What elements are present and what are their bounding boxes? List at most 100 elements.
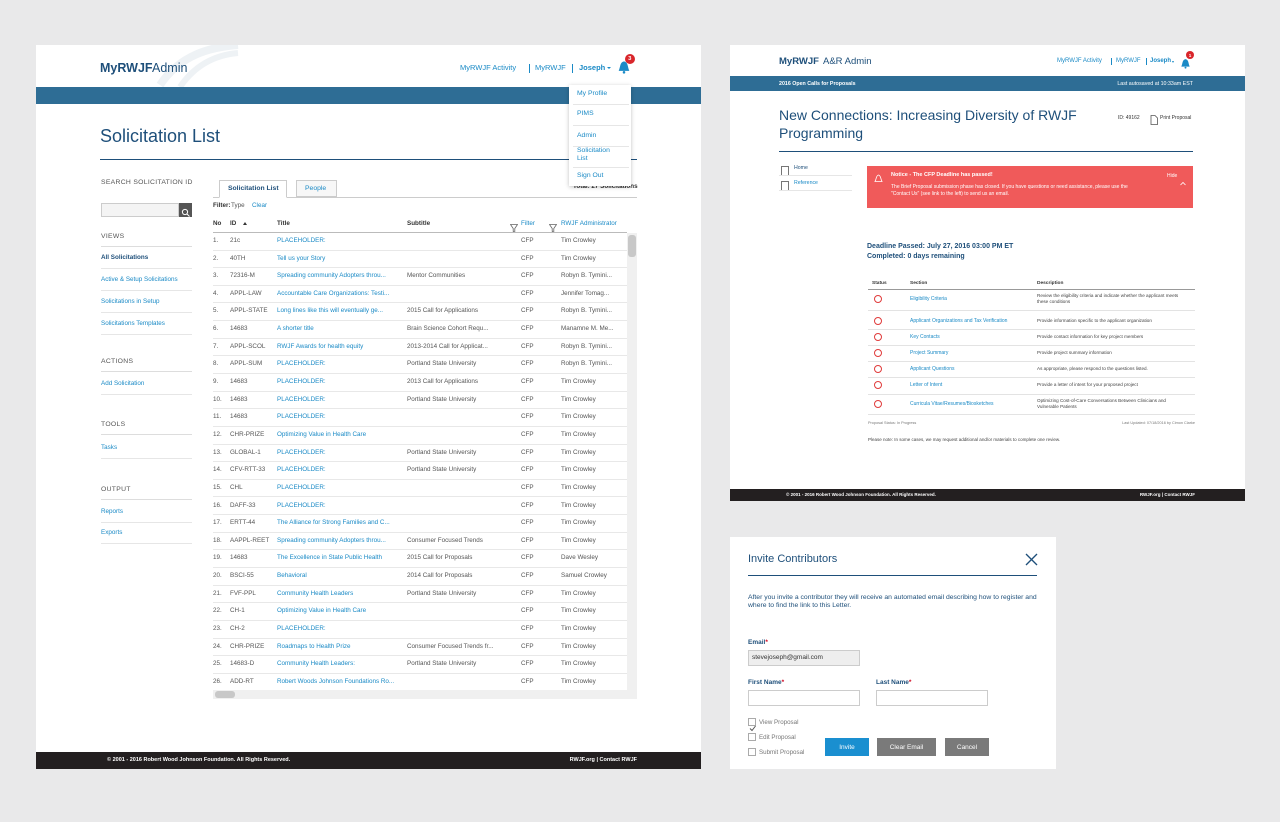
row-rule [213,302,627,304]
first-name-input[interactable] [748,690,860,706]
sidebar-link[interactable]: Active & Setup Solicitations [101,275,178,283]
row-title-link[interactable]: Robert Woods Johnson Foundations Ro... [277,677,395,685]
menu-item[interactable]: Admin [577,131,597,139]
row-title-link[interactable]: PLACEHOLDER: [277,466,326,474]
user-menu[interactable]: Joseph [579,63,606,73]
row-title-link[interactable]: PLACEHOLDER: [277,395,326,403]
row-title-link[interactable]: The Alliance for Strong Families and C..… [277,519,390,527]
row-title-link[interactable]: PLACEHOLDER: [277,360,326,368]
row-title-link[interactable]: Spreading community Adopters throu... [277,536,386,544]
cell: Robyn B. Tymini... [561,342,612,350]
row-title-link[interactable]: Spreading community Adopters throu... [277,272,386,280]
cell: CFP [521,325,534,333]
row-title-link[interactable]: PLACEHOLDER: [277,624,326,632]
sidebar-link[interactable]: All Solicitations [101,253,149,261]
row-title-link[interactable]: PLACEHOLDER: [277,501,326,509]
dropdown-menu [569,85,631,186]
checkbox[interactable] [748,733,756,741]
row-title-link[interactable]: RWJF Awards for health equity [277,342,364,350]
sidebar-link[interactable]: Solicitations in Setup [101,297,160,305]
section-link[interactable]: Eligibility Criteria [910,295,947,302]
nav-link[interactable]: MyRWJF [535,63,566,73]
nav-link[interactable]: MyRWJF [1116,58,1141,65]
row-title-link[interactable]: Tell us your Story [277,254,326,262]
section-link[interactable]: Letter of Intent [910,381,943,388]
row-title-link[interactable]: Optimizing Value in Health Care [277,607,367,615]
menu-item[interactable]: PIMS [577,109,594,117]
menu-item[interactable]: My Profile [577,89,608,97]
row-title-link[interactable]: PLACEHOLDER: [277,378,326,386]
nav-link[interactable]: MyRWJF Activity [1057,58,1102,65]
column-header[interactable]: Subtitle [407,219,431,227]
row-title-link[interactable]: Roadmaps to Health Prize [277,642,351,650]
cell: FVF-PPL [230,589,256,597]
page-title: Solicitation List [100,126,221,147]
row-title-link[interactable]: A shorter title [277,325,314,333]
menu-rule [573,146,629,147]
footer-links[interactable]: RWJF.org | Contact RWJF [1139,492,1195,498]
row-title-link[interactable]: PLACEHOLDER: [277,483,326,491]
section-link[interactable]: Applicant Questions [910,365,955,372]
scrollbar-thumb [215,691,235,698]
button[interactable]: Invite [825,738,869,756]
sidebar-link[interactable]: Reference [794,179,818,186]
row-title-link[interactable]: PLACEHOLDER: [277,448,326,456]
footer-links[interactable]: RWJF.org | Contact RWJF [569,757,637,764]
cell: APPL-STATE [230,307,268,315]
section-link[interactable]: Curricula Vitae/Resumes/Biosketches [910,400,994,407]
column-header[interactable]: Filter [521,219,535,227]
column-header[interactable]: Title [277,219,290,227]
cell: CFP [521,624,534,632]
row-title-link[interactable]: Accountable Care Organizations: Testi... [277,289,390,297]
row-title-link[interactable]: Community Health Leaders [277,589,354,597]
row-title-link[interactable]: Community Health Leaders: [277,660,356,668]
row-title-link[interactable]: Behavioral [277,572,307,580]
row-rule [213,637,627,639]
checkbox[interactable] [748,748,756,756]
cell: ERTT-44 [230,519,256,527]
filter-clear[interactable]: Clear [252,201,268,209]
column-header[interactable]: ID [230,219,237,227]
print-icon [1150,112,1158,125]
section-link[interactable]: Project Summary [910,349,949,356]
cell: Robyn B. Tymini... [561,307,612,315]
sidebar-link[interactable]: Home [794,164,808,171]
column-header[interactable]: RWJF Administrator [561,219,617,227]
checkbox[interactable] [748,718,756,726]
print-link[interactable]: Print Proposal [1160,114,1192,121]
search-input[interactable] [101,203,179,217]
cell: 7. [213,342,219,350]
cell: DAFF-33 [230,501,256,509]
sidebar-link[interactable]: Solicitations Templates [101,319,165,327]
cell: 2013 Call for Applications [407,378,479,386]
row-title-link[interactable]: Optimizing Value in Health Care [277,430,367,438]
tab-label[interactable]: People [305,184,327,192]
button[interactable]: Clear Email [877,738,936,756]
close-button[interactable] [1025,553,1038,566]
row-title-link[interactable]: PLACEHOLDER: [277,413,326,421]
button[interactable]: Cancel [945,738,989,756]
notice-hide[interactable]: Hide [1167,172,1178,179]
cell: 10. [213,395,222,403]
section-link[interactable]: Key Contacts [910,333,940,340]
user-menu[interactable]: Joseph [1150,58,1172,65]
sidebar-link[interactable]: Reports [101,507,124,515]
sidebar-link[interactable]: Tasks [101,443,118,451]
row-title-link[interactable]: The Excellence in State Public Health [277,554,383,562]
menu-item[interactable]: Sign Out [577,171,604,179]
column-header: Description [1037,280,1064,286]
sidebar-link[interactable]: Add Solicitation [101,379,145,387]
row-title-link[interactable]: Long lines like this will eventually ge.… [277,307,384,315]
nav-link[interactable]: MyRWJF Activity [460,63,517,73]
section-link[interactable]: Applicant Organizations and Tax Verifica… [910,317,1008,324]
last-name-input[interactable] [876,690,988,706]
sidebar-link[interactable]: Exports [101,528,123,536]
email-input[interactable] [748,650,860,666]
row-title-link[interactable]: PLACEHOLDER: [277,236,326,244]
tab-label[interactable]: Solicitation List [228,184,279,192]
cell: Portland State University [407,448,477,456]
search-button[interactable] [179,203,192,217]
menu-item[interactable]: Solicitation List [577,147,610,162]
menu-rule [573,104,629,105]
cell: 19. [213,554,222,562]
